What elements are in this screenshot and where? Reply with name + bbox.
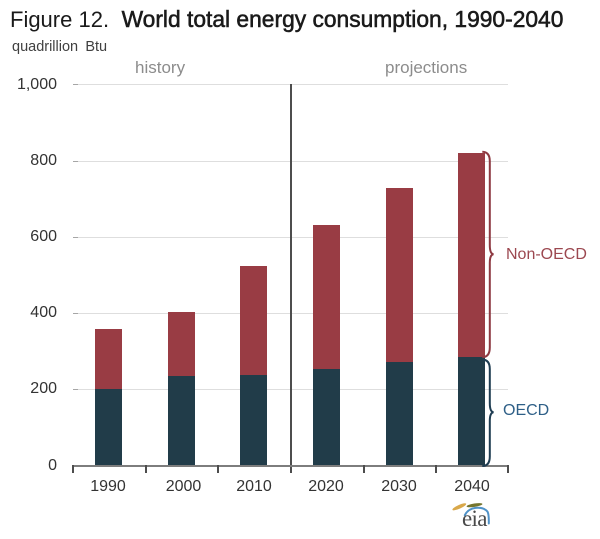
svg-text:eia: eia bbox=[462, 506, 488, 531]
